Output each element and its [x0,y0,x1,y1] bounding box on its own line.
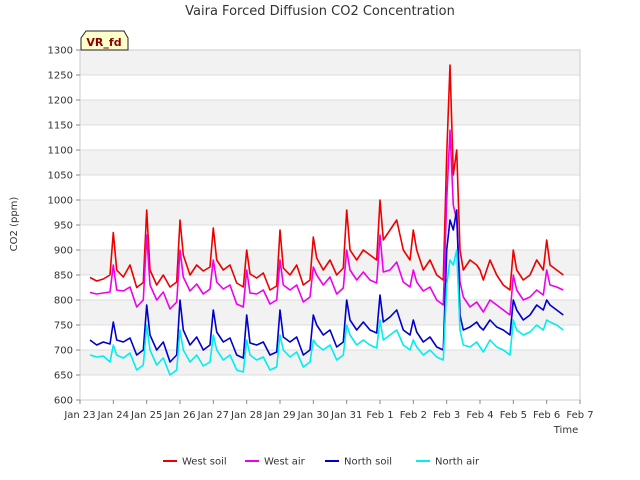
x-axis-ticks: Jan 23 Jan 24 Jan 25 Jan 26 Jan 27 Jan 28 Jan … [63,400,594,421]
y-tick-label: 1000 [48,196,73,207]
x-tick-label: Jan 29 [263,410,295,421]
x-tick-label: Jan 31 [330,410,362,421]
x-tick-label: Feb 1 [366,410,393,421]
legend-label: North soil [344,457,392,468]
y-tick-label: 700 [54,346,73,357]
x-tick-label: Feb 2 [400,410,427,421]
y-tick-label: 1300 [48,46,73,57]
legend-label: North air [435,457,480,468]
background-band [80,300,580,325]
x-tick-label: Jan 25 [130,410,162,421]
background-band [80,100,580,125]
y-tick-label: 800 [54,296,73,307]
background-band [80,350,580,375]
y-tick-label: 850 [54,271,73,282]
series-line-north-air [89,249,564,376]
legend-label: West soil [182,457,227,468]
x-tick-label: Jan 24 [97,410,129,421]
y-tick-label: 600 [54,396,73,407]
legend-label: West air [264,457,306,468]
background-band [80,250,580,275]
y-tick-label: 1200 [48,96,73,107]
series-line-west-air [89,129,564,316]
background-band [80,200,580,225]
x-tick-label: Feb 3 [433,410,460,421]
y-tick-label: 750 [54,321,73,332]
y-tick-label: 1150 [48,121,73,132]
x-axis-label: Time [553,425,578,436]
chart-title: Vaira Forced Diffusion CO2 Concentration [185,4,455,19]
badge-label: VR_fd [86,36,121,49]
background-band [80,150,580,175]
vr-fd-badge: VR_fd [80,30,129,51]
y-tick-label: 1050 [48,171,73,182]
y-axis-label: CO2 (ppm) [9,197,20,252]
legend: West soil West air North soil North air [163,457,480,468]
x-tick-label: Jan 28 [230,410,262,421]
y-tick-label: 950 [54,221,73,232]
y-tick-label: 900 [54,246,73,257]
x-tick-label: Jan 27 [197,410,229,421]
x-tick-label: Feb 7 [566,410,593,421]
y-tick-label: 1100 [48,146,73,157]
plot-background-bands [80,50,580,375]
x-tick-label: Feb 4 [466,410,493,421]
y-tick-label: 650 [54,371,73,382]
y-tick-label: 1250 [48,71,73,82]
series-lines [89,64,564,376]
series-line-north-soil [89,209,564,363]
x-tick-label: Jan 23 [63,410,95,421]
series-line-west-soil [89,64,564,291]
x-tick-label: Jan 30 [297,410,329,421]
x-tick-label: Feb 5 [500,410,527,421]
y-axis-ticks: 600 650 700 750 800 850 900 950 1000 1050 1100 1150… [48,46,80,407]
x-tick-label: Feb 6 [533,410,560,421]
x-tick-label: Jan 26 [163,410,195,421]
background-band [80,50,580,75]
